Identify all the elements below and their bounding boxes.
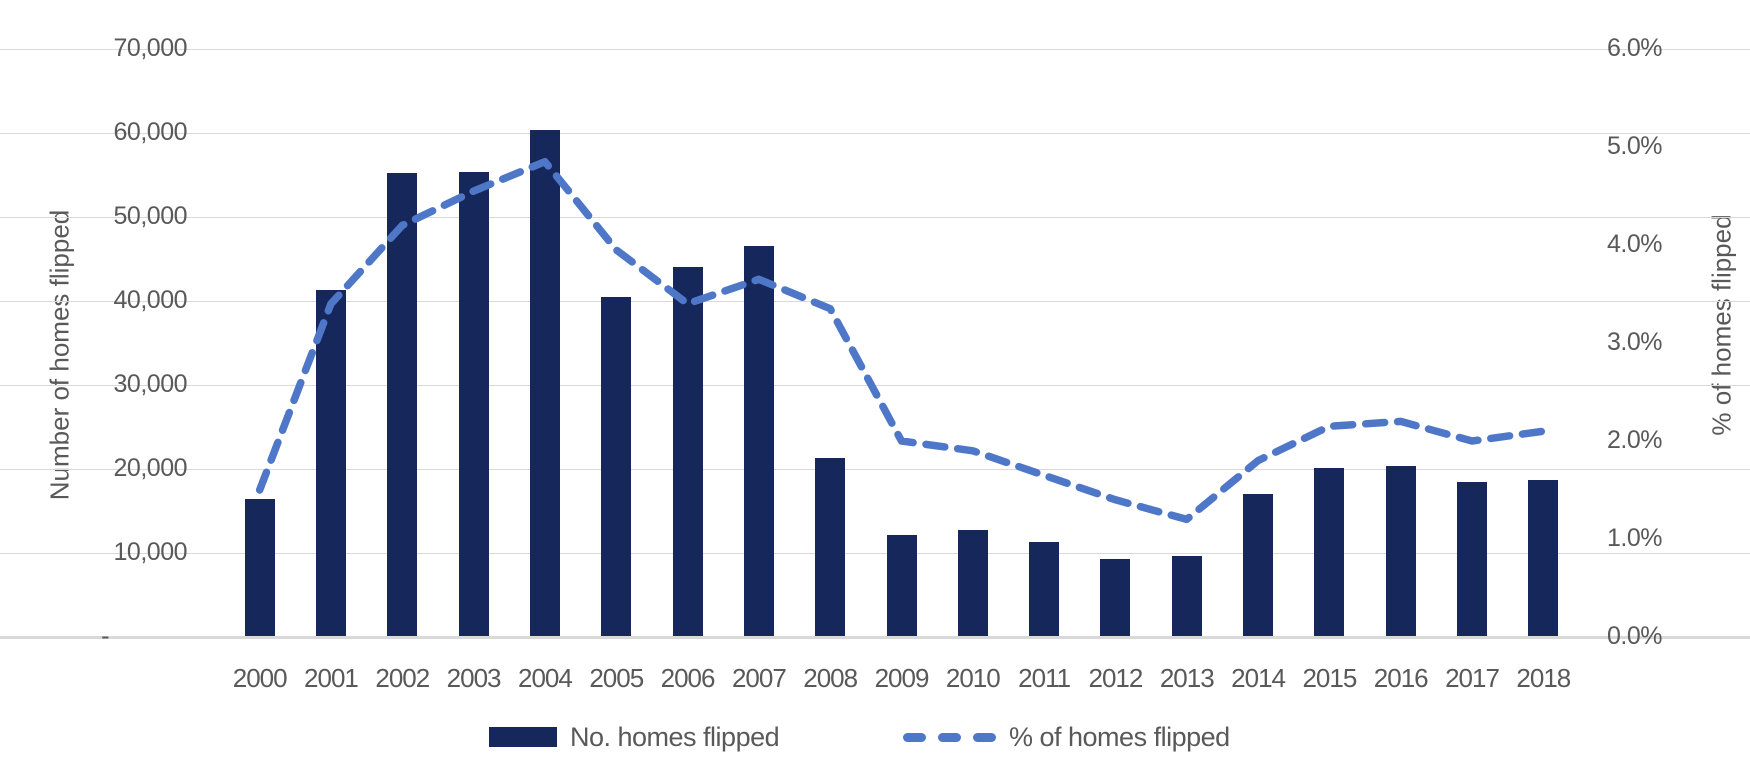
bar-2001 [315,290,346,636]
left-axis-tick-label: 30,000 [113,370,188,398]
bar-2015 [1314,468,1345,636]
x-axis-tick-label: 2013 [1159,663,1215,693]
bar-2010 [957,530,988,636]
bar-2006 [672,267,703,636]
left-axis-tick-label: 70,000 [113,34,188,62]
line-series-label: % of homes flipped [1009,721,1230,752]
x-axis-tick-label: 2007 [731,663,787,693]
percent-homes-flipped-line [255,157,1548,524]
left-axis-tick-label: 50,000 [113,202,188,230]
x-axis-tick-label: 2003 [446,663,502,693]
bar-series-swatch [489,727,557,747]
bar-2007 [743,246,774,636]
bar-2011 [1029,542,1060,636]
bar-2012 [1100,558,1131,636]
x-axis-tick-label: 2001 [304,663,359,693]
bar-2016 [1385,465,1416,636]
right-axis-tick-label: 6.0% [1607,34,1662,62]
right-axis-tick-label: 2.0% [1607,426,1662,454]
gridline [0,552,1750,554]
left-axis-tick-label: - [101,622,109,650]
x-axis-tick-label: 2014 [1231,663,1286,693]
x-axis-tick-label: 2011 [1018,663,1071,693]
left-axis-tick-label: 20,000 [113,454,188,482]
bar-2003 [458,171,489,636]
gridline [0,216,1750,218]
legend-item-bars: No. homes flipped [489,719,780,755]
x-axis-tick-label: 2012 [1088,663,1144,693]
bar-2014 [1243,494,1274,636]
gridline [0,132,1750,134]
bar-2002 [387,173,418,636]
left-axis-tick-label: 60,000 [113,118,188,146]
gridline [0,468,1750,470]
x-axis-tick-label: 2004 [517,663,573,693]
x-axis-tick-label: 2005 [589,663,644,693]
x-axis-tick-label: 2017 [1445,663,1500,693]
left-axis-tick-label: 40,000 [113,286,188,314]
x-axis-baseline [0,636,1750,639]
legend: No. homes flipped % of homes flipped [0,719,1750,755]
x-axis-tick-label: 2010 [945,663,1001,693]
bar-2004 [529,129,560,636]
right-axis-tick-label: 0.0% [1607,622,1662,650]
right-axis-tick-label: 3.0% [1607,328,1662,356]
line-series-swatch [903,732,996,742]
x-axis-tick-label: 2009 [874,663,930,693]
right-axis-tick-label: 1.0% [1607,524,1662,552]
bar-2017 [1457,482,1488,636]
right-axis-tick-label: 4.0% [1607,230,1662,258]
x-axis-tick-label: 2002 [375,663,430,693]
left-axis-tick-label: 10,000 [113,538,188,566]
x-axis-tick-label: 2018 [1516,663,1571,693]
gridline [0,384,1750,386]
x-axis-tick-label: 2000 [232,663,288,693]
x-axis-tick-label: 2008 [803,663,858,693]
bar-2008 [815,458,846,636]
gridline [0,300,1750,302]
gridline [0,48,1750,50]
bar-2018 [1528,479,1559,636]
bar-2005 [601,296,632,636]
right-axis-tick-label: 5.0% [1607,132,1662,160]
legend-item-line: % of homes flipped [903,719,1230,755]
bar-2000 [244,499,275,636]
x-axis-tick-label: 2015 [1302,663,1357,693]
bar-series-label: No. homes flipped [570,721,780,752]
x-axis-tick-label: 2016 [1373,663,1429,693]
bar-2013 [1171,556,1202,636]
x-axis-tick-label: 2006 [660,663,716,693]
bar-2009 [886,534,917,636]
